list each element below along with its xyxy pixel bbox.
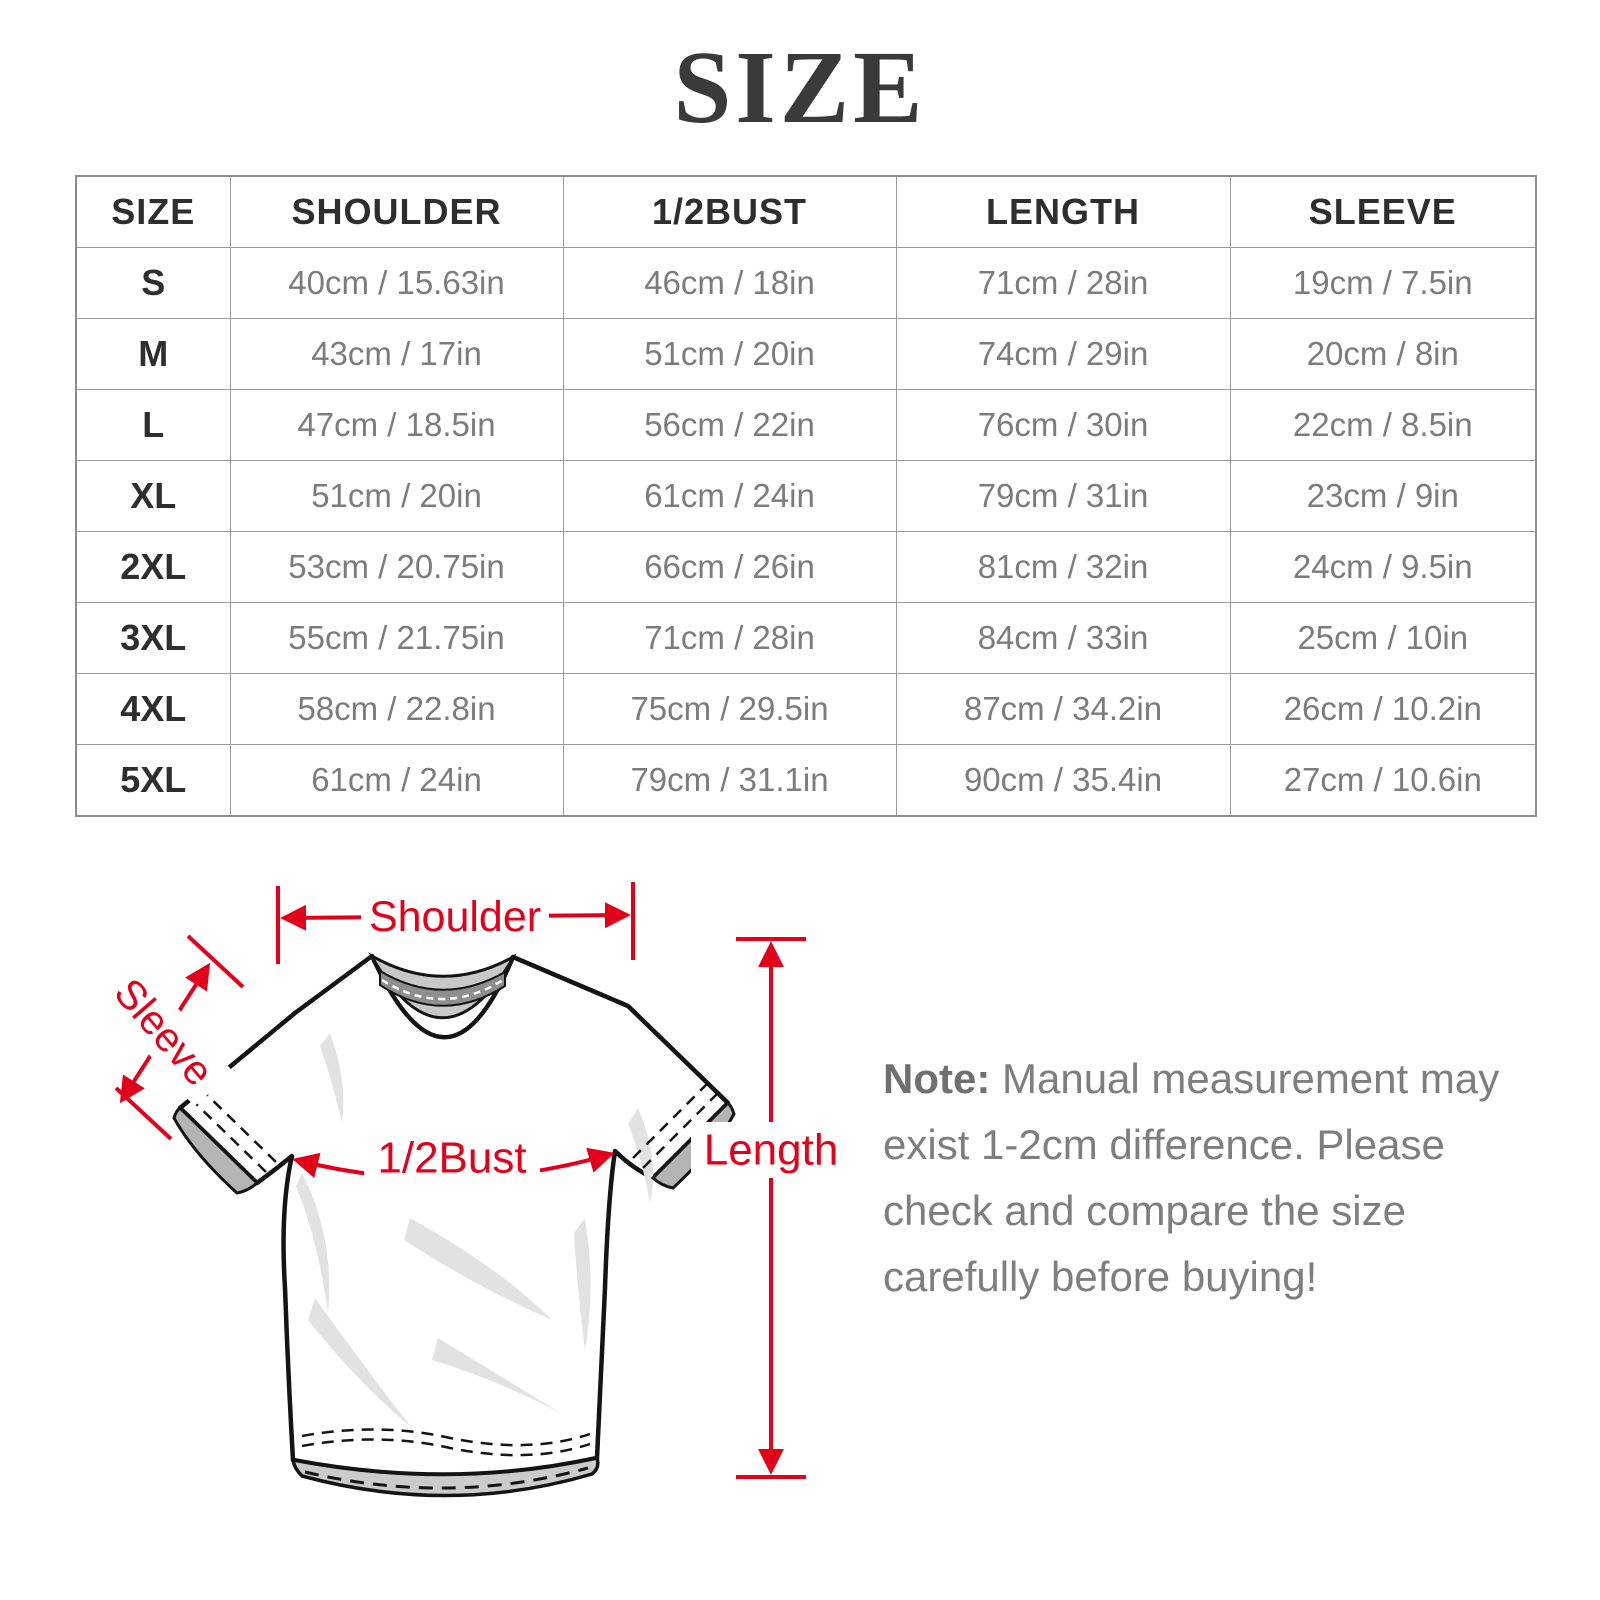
cell-sleeve: 25cm / 10in <box>1229 602 1537 674</box>
cell-shoulder: 47cm / 18.5in <box>229 389 564 461</box>
col-header-length: LENGTH <box>895 175 1231 248</box>
bust-annotation: 1/2Bust <box>292 1130 615 1186</box>
size-label: L <box>75 389 231 461</box>
measurement-diagram: Shoulder Sleeve <box>80 868 860 1568</box>
cell-shoulder: 58cm / 22.8in <box>229 673 564 745</box>
size-table: SIZE SHOULDER 1/2BUST LENGTH SLEEVE S 40… <box>75 175 1537 817</box>
table-row: S 40cm / 15.63in 46cm / 18in 71cm / 28in… <box>75 247 1537 319</box>
cell-length: 71cm / 28in <box>895 247 1231 319</box>
note-text: Note: Manual measurement may exist 1-2cm… <box>883 1046 1511 1310</box>
table-row: XL 51cm / 20in 61cm / 24in 79cm / 31in 2… <box>75 460 1537 532</box>
cell-length: 76cm / 30in <box>895 389 1231 461</box>
cell-bust: 46cm / 18in <box>562 247 897 319</box>
length-label: Length <box>704 1126 839 1175</box>
table-row: 3XL 55cm / 21.75in 71cm / 28in 84cm / 33… <box>75 602 1537 674</box>
page-title: SIZE <box>673 30 927 145</box>
cell-sleeve: 23cm / 9in <box>1229 460 1537 532</box>
col-header-bust: 1/2BUST <box>562 175 897 248</box>
size-label: 5XL <box>75 744 231 817</box>
size-label: S <box>75 247 231 319</box>
cell-bust: 56cm / 22in <box>562 389 897 461</box>
cell-length: 90cm / 35.4in <box>895 744 1231 817</box>
shoulder-annotation: Shoulder <box>276 882 635 964</box>
cell-sleeve: 20cm / 8in <box>1229 318 1537 390</box>
cell-shoulder: 40cm / 15.63in <box>229 247 564 319</box>
cell-shoulder: 53cm / 20.75in <box>229 531 564 603</box>
bust-label: 1/2Bust <box>377 1134 526 1183</box>
cell-length: 79cm / 31in <box>895 460 1231 532</box>
cell-shoulder: 61cm / 24in <box>229 744 564 817</box>
cell-sleeve: 19cm / 7.5in <box>1229 247 1537 319</box>
cell-length: 81cm / 32in <box>895 531 1231 603</box>
col-header-size: SIZE <box>75 175 231 248</box>
fold-shading <box>296 1033 654 1428</box>
size-label: 2XL <box>75 531 231 603</box>
cell-length: 87cm / 34.2in <box>895 673 1231 745</box>
cell-shoulder: 43cm / 17in <box>229 318 564 390</box>
cell-sleeve: 26cm / 10.2in <box>1229 673 1537 745</box>
table-row: 4XL 58cm / 22.8in 75cm / 29.5in 87cm / 3… <box>75 673 1537 745</box>
cell-bust: 51cm / 20in <box>562 318 897 390</box>
cell-bust: 75cm / 29.5in <box>562 673 897 745</box>
sleeve-label: Sleeve <box>106 970 223 1095</box>
length-annotation: Length <box>691 937 851 1479</box>
cell-bust: 71cm / 28in <box>562 602 897 674</box>
shoulder-label: Shoulder <box>369 893 541 941</box>
table-row: 5XL 61cm / 24in 79cm / 31.1in 90cm / 35.… <box>75 744 1537 817</box>
cell-length: 84cm / 33in <box>895 602 1231 674</box>
cell-sleeve: 27cm / 10.6in <box>1229 744 1537 817</box>
cell-length: 74cm / 29in <box>895 318 1231 390</box>
cell-bust: 61cm / 24in <box>562 460 897 532</box>
cell-sleeve: 24cm / 9.5in <box>1229 531 1537 603</box>
size-label: M <box>75 318 231 390</box>
table-row: M 43cm / 17in 51cm / 20in 74cm / 29in 20… <box>75 318 1537 390</box>
table-row: L 47cm / 18.5in 56cm / 22in 76cm / 30in … <box>75 389 1537 461</box>
cell-bust: 79cm / 31.1in <box>562 744 897 817</box>
col-header-sleeve: SLEEVE <box>1229 175 1537 248</box>
note-body: Manual measurement may exist 1-2cm diffe… <box>883 1055 1500 1300</box>
note-prefix: Note: <box>883 1055 991 1102</box>
table-row: 2XL 53cm / 20.75in 66cm / 26in 81cm / 32… <box>75 531 1537 603</box>
tshirt-illustration <box>172 952 736 1498</box>
cell-bust: 66cm / 26in <box>562 531 897 603</box>
col-header-shoulder: SHOULDER <box>229 175 564 248</box>
cell-shoulder: 51cm / 20in <box>229 460 564 532</box>
size-label: XL <box>75 460 231 532</box>
size-label: 3XL <box>75 602 231 674</box>
table-header-row: SIZE SHOULDER 1/2BUST LENGTH SLEEVE <box>75 175 1537 248</box>
cell-shoulder: 55cm / 21.75in <box>229 602 564 674</box>
size-label: 4XL <box>75 673 231 745</box>
cell-sleeve: 22cm / 8.5in <box>1229 389 1537 461</box>
